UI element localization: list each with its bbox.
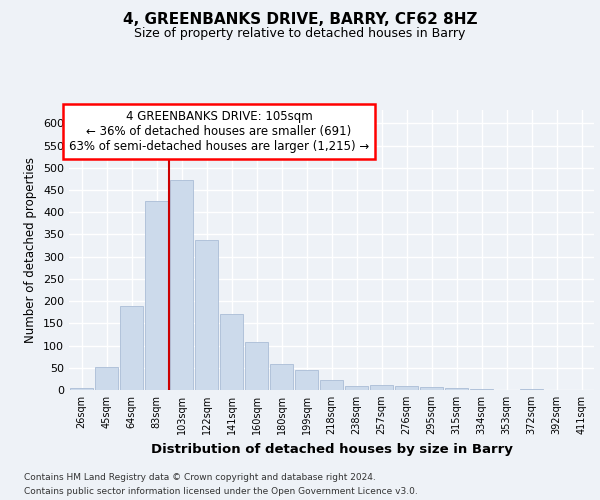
Bar: [419, 388, 443, 390]
Bar: [269, 364, 293, 390]
Bar: [395, 386, 418, 390]
Bar: [445, 388, 469, 390]
Bar: [119, 306, 143, 390]
Bar: [320, 380, 343, 390]
Bar: [95, 368, 118, 390]
Bar: [245, 342, 268, 390]
Bar: [520, 389, 544, 390]
Text: Size of property relative to detached houses in Barry: Size of property relative to detached ho…: [134, 28, 466, 40]
Bar: [344, 386, 368, 390]
Bar: [370, 385, 394, 390]
X-axis label: Distribution of detached houses by size in Barry: Distribution of detached houses by size …: [151, 442, 512, 456]
Text: Contains HM Land Registry data © Crown copyright and database right 2024.: Contains HM Land Registry data © Crown c…: [24, 472, 376, 482]
Bar: [470, 389, 493, 390]
Text: 4, GREENBANKS DRIVE, BARRY, CF62 8HZ: 4, GREENBANKS DRIVE, BARRY, CF62 8HZ: [123, 12, 477, 28]
Text: 4 GREENBANKS DRIVE: 105sqm
← 36% of detached houses are smaller (691)
63% of sem: 4 GREENBANKS DRIVE: 105sqm ← 36% of deta…: [69, 110, 369, 153]
Bar: [70, 388, 94, 390]
Y-axis label: Number of detached properties: Number of detached properties: [25, 157, 37, 343]
Bar: [145, 201, 169, 390]
Bar: [170, 180, 193, 390]
Bar: [194, 240, 218, 390]
Text: Contains public sector information licensed under the Open Government Licence v3: Contains public sector information licen…: [24, 488, 418, 496]
Bar: [295, 370, 319, 390]
Bar: [220, 314, 244, 390]
